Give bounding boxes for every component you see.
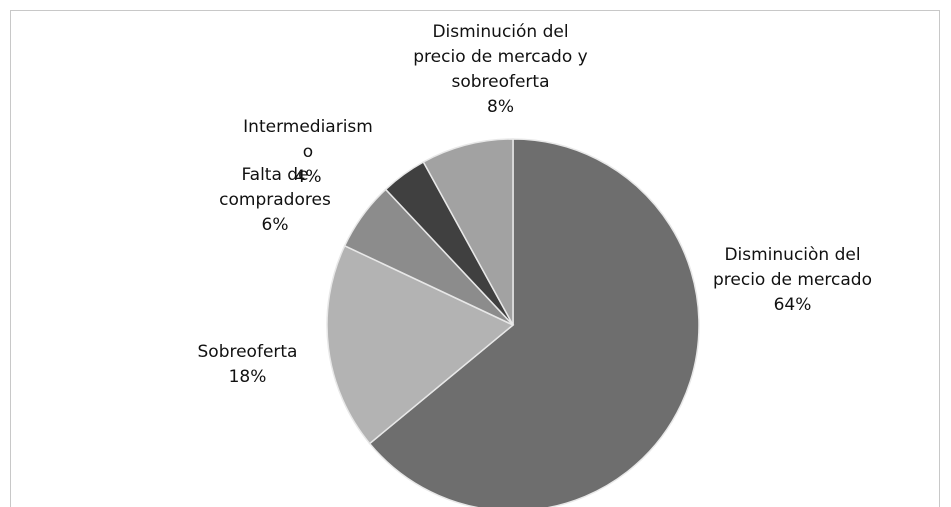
slice-label: Disminución del precio de mercado y sobr… [408, 20, 593, 120]
chart-frame [10, 10, 940, 507]
slice-label: Falta de compradores 6% [200, 163, 350, 238]
category-label: Intermediarismo [243, 117, 373, 162]
category-label: Sobreoferta [197, 342, 298, 362]
value-label: 64% [773, 295, 812, 315]
value-label: 8% [487, 97, 514, 117]
value-label: 6% [261, 215, 289, 235]
category-label: Falta de compradores [219, 165, 331, 210]
category-label: Disminuciòn del precio de mercado [713, 245, 872, 290]
pie-slice [326, 244, 515, 445]
pie-slice [368, 138, 700, 507]
value-label: 4% [294, 167, 322, 187]
slice-label: Disminuciòn del precio de mercado 64% [705, 243, 880, 318]
value-label: 18% [228, 367, 267, 387]
slice-label: Intermediarismo 4% [242, 115, 374, 190]
slice-label: Sobreoferta 18% [180, 340, 315, 390]
pie-slice [422, 138, 514, 326]
category-label: Disminución del precio de mercado y sobr… [413, 22, 588, 92]
